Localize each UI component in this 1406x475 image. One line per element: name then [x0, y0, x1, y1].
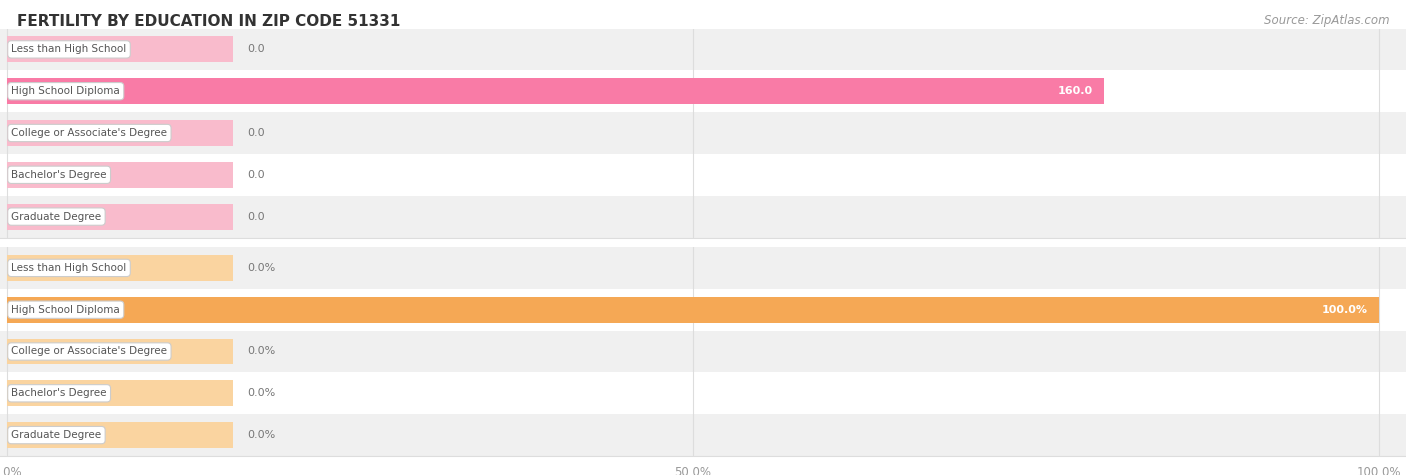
- Text: Less than High School: Less than High School: [11, 44, 127, 55]
- Text: College or Associate's Degree: College or Associate's Degree: [11, 346, 167, 357]
- Bar: [0, 70, 1406, 112]
- Text: Bachelor's Degree: Bachelor's Degree: [11, 388, 107, 399]
- Text: Bachelor's Degree: Bachelor's Degree: [11, 170, 107, 180]
- Text: High School Diploma: High School Diploma: [11, 304, 120, 315]
- Bar: [0, 247, 1406, 289]
- Bar: [7, 339, 233, 364]
- Text: 0.0%: 0.0%: [247, 346, 276, 357]
- Bar: [7, 422, 233, 448]
- Text: 100.0%: 100.0%: [1322, 304, 1368, 315]
- Text: 0.0: 0.0: [247, 211, 264, 222]
- Text: Graduate Degree: Graduate Degree: [11, 430, 101, 440]
- Text: FERTILITY BY EDUCATION IN ZIP CODE 51331: FERTILITY BY EDUCATION IN ZIP CODE 51331: [17, 14, 401, 29]
- Text: 0.0: 0.0: [247, 128, 264, 138]
- Bar: [0, 289, 1406, 331]
- Bar: [0, 414, 1406, 456]
- Text: 0.0: 0.0: [247, 170, 264, 180]
- Text: College or Associate's Degree: College or Associate's Degree: [11, 128, 167, 138]
- Bar: [7, 162, 233, 188]
- Text: High School Diploma: High School Diploma: [11, 86, 120, 96]
- Text: Less than High School: Less than High School: [11, 263, 127, 273]
- Bar: [7, 297, 1378, 323]
- Bar: [0, 196, 1406, 238]
- Bar: [0, 331, 1406, 372]
- Text: 0.0: 0.0: [247, 44, 264, 55]
- Text: 0.0%: 0.0%: [247, 263, 276, 273]
- Text: 160.0: 160.0: [1059, 86, 1094, 96]
- Bar: [7, 204, 233, 229]
- Bar: [7, 120, 233, 146]
- Bar: [7, 380, 233, 406]
- Bar: [7, 78, 1104, 104]
- Bar: [7, 37, 233, 62]
- Bar: [0, 154, 1406, 196]
- Bar: [0, 28, 1406, 70]
- Text: Source: ZipAtlas.com: Source: ZipAtlas.com: [1264, 14, 1389, 27]
- Text: 0.0%: 0.0%: [247, 430, 276, 440]
- Bar: [0, 372, 1406, 414]
- Text: Graduate Degree: Graduate Degree: [11, 211, 101, 222]
- Text: 0.0%: 0.0%: [247, 388, 276, 399]
- Bar: [7, 255, 233, 281]
- Bar: [0, 112, 1406, 154]
